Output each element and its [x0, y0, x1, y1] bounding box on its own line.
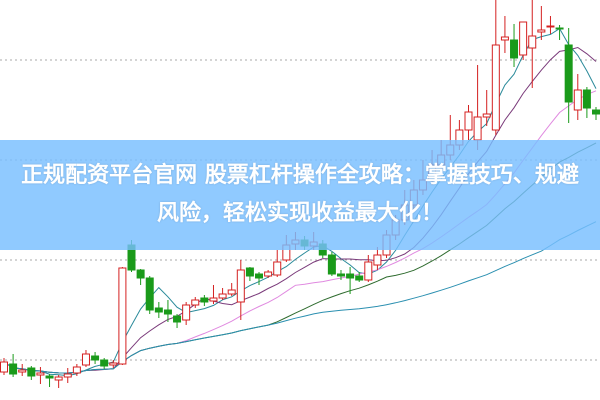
candle-down [346, 273, 355, 279]
candle-up [218, 293, 227, 299]
candle-down [200, 297, 209, 303]
candle-down [245, 267, 254, 277]
candle-up [482, 113, 491, 118]
candle-down [100, 359, 109, 367]
candle-up [182, 304, 191, 321]
candle-up [373, 254, 382, 266]
candle-up [500, 36, 509, 41]
candle-down [154, 307, 163, 313]
candle-up [528, 35, 537, 49]
candle-down [327, 254, 336, 275]
candle-up [519, 21, 528, 56]
candle-down [592, 109, 600, 115]
candle-up [0, 361, 8, 373]
candle-up [54, 376, 63, 381]
candle-up [81, 353, 90, 366]
headline-banner: 正规配资平台官网 股票杠杆操作全攻略：掌握技巧、规避风险，轻松实现收益最大化！ [0, 140, 600, 250]
candle-up [72, 366, 81, 374]
candle-up [537, 29, 546, 33]
candle-down [564, 44, 573, 103]
candle-down [163, 309, 172, 315]
candle-down [173, 315, 182, 323]
candle-down [9, 363, 18, 375]
candle-down [27, 367, 36, 377]
candle-up [118, 267, 127, 365]
candle-down [336, 273, 345, 277]
candle-up [491, 44, 500, 131]
candle-up [264, 271, 273, 277]
candle-up [36, 372, 45, 376]
headline-text: 正规配资平台官网 股票杠杆操作全攻略：掌握技巧、规避风险，轻松实现收益最大化！ [21, 163, 579, 226]
ma60-line [3, 221, 597, 374]
candle-down [255, 273, 264, 279]
candle-up [236, 269, 245, 303]
candle-up [546, 25, 555, 28]
candle-down [145, 277, 154, 311]
candle-down [555, 27, 564, 30]
candle-down [136, 269, 145, 279]
candle-down [45, 375, 54, 379]
candle-up [364, 261, 373, 281]
candle-up [63, 373, 72, 378]
candle-down [582, 89, 591, 109]
candle-up [464, 111, 473, 131]
candle-down [355, 275, 364, 281]
candle-up [227, 289, 236, 295]
candle-up [573, 89, 582, 111]
candle-up [273, 261, 282, 276]
candle-down [510, 39, 519, 59]
candle-down [91, 355, 100, 361]
candle-up [209, 297, 218, 302]
candle-up [191, 299, 200, 306]
candle-up [18, 369, 27, 373]
candle-up [109, 362, 118, 366]
candle-up [473, 116, 482, 141]
